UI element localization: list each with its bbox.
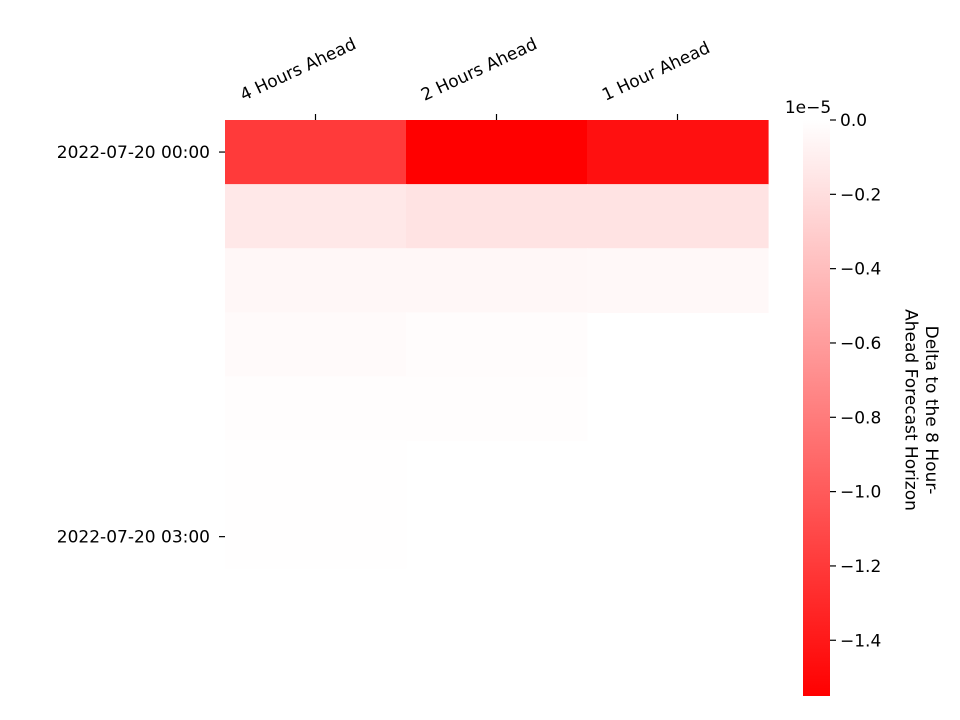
y-tick-label: 2022-07-20 03:00 xyxy=(57,528,210,548)
x-axis: 4 Hours Ahead 2 Hours Ahead 1 Hour Ahead xyxy=(237,34,713,120)
heatmap-cell xyxy=(587,248,769,313)
heatmap-cell xyxy=(225,248,407,313)
heatmap-cell xyxy=(225,376,407,442)
heatmap-cell xyxy=(225,440,407,506)
colorbar-tick-label: −0.4 xyxy=(840,260,881,280)
x-tick-label: 1 Hour Ahead xyxy=(599,38,713,105)
colorbar-tick-label: −0.2 xyxy=(840,185,881,205)
colorbar-tick-label: 0.0 xyxy=(840,111,867,131)
heatmap-cell xyxy=(225,632,407,698)
colorbar-gradient xyxy=(803,120,830,696)
heatmap-cell xyxy=(587,120,769,185)
heatmap-cell xyxy=(406,248,588,313)
heatmap-cell xyxy=(406,184,588,249)
heatmap-cell xyxy=(406,120,588,185)
y-tick-label: 2022-07-20 00:00 xyxy=(57,143,210,163)
x-tick-label: 4 Hours Ahead xyxy=(237,34,359,105)
colorbar-tick-label: −0.6 xyxy=(840,334,881,354)
heatmap-cell xyxy=(225,184,407,249)
colorbar-offset-text: 1e−5 xyxy=(785,98,831,118)
heatmap-cell xyxy=(225,312,407,377)
heatmap-cell xyxy=(225,568,407,634)
heatmap-cell xyxy=(406,312,588,377)
x-tick-label: 2 Hours Ahead xyxy=(418,34,540,105)
heatmap-cells xyxy=(225,120,769,698)
colorbar-tick-label: −0.8 xyxy=(840,408,881,428)
colorbar-tick-label: −1.2 xyxy=(840,557,881,577)
heatmap-cell xyxy=(406,376,588,442)
heatmap-cell xyxy=(587,184,769,249)
colorbar-ticks: 0.0 −0.2 −0.4 −0.6 −0.8 −1.0 −1.2 −1.4 xyxy=(830,111,881,651)
colorbar-label: Delta to the 8 Hour-Ahead Forecast Horiz… xyxy=(901,309,941,511)
heatmap-cell xyxy=(225,504,407,570)
colorbar: 1e−5 0.0 −0.2 −0.4 −0.6 −0.8 −1.0 −1.2 −1.4 Del… xyxy=(785,98,941,696)
y-axis: 2022-07-20 00:00 2022-07-20 03:00 xyxy=(57,143,225,548)
colorbar-tick-label: −1.0 xyxy=(840,483,881,503)
colorbar-tick-label: −1.4 xyxy=(840,631,881,651)
heatmap-cell xyxy=(225,120,407,185)
